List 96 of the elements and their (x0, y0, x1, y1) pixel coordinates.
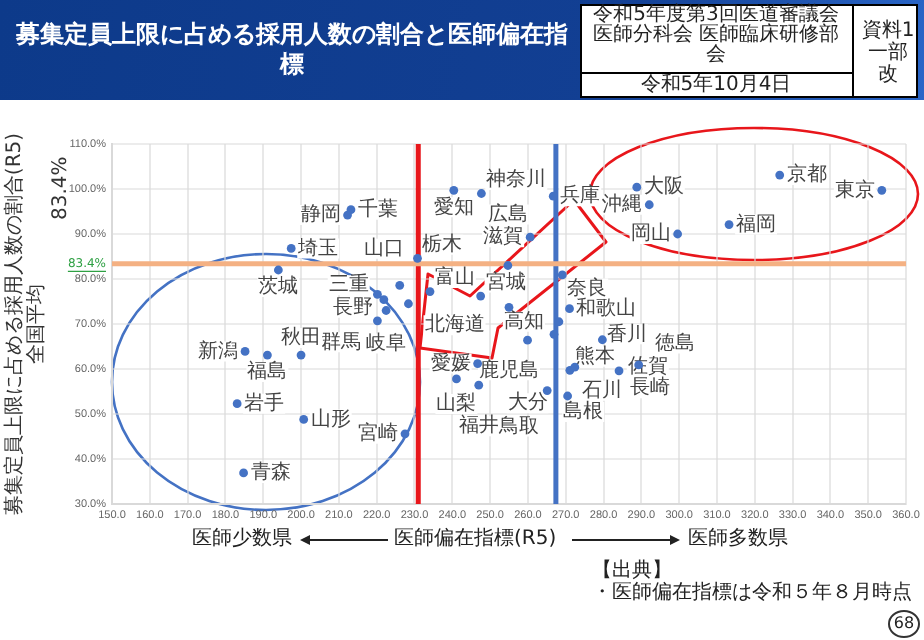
point (503, 261, 513, 270)
annotation: 静岡 (300, 202, 341, 227)
annotation: 大分 (507, 390, 548, 415)
annotation: 富山 (434, 265, 475, 290)
text: 資料1 一部改 (860, 20, 916, 86)
point (379, 295, 389, 305)
text: 医師多数県 (688, 528, 788, 550)
annotation: 宮城 (485, 269, 526, 294)
annotation: 栃木 (422, 231, 463, 256)
point (549, 329, 559, 339)
annotation: 福岡 (736, 211, 777, 236)
point (523, 335, 532, 345)
annotation: 茨城 (258, 274, 299, 299)
point (373, 289, 382, 299)
annotation: 福井 (458, 413, 499, 438)
point (343, 210, 352, 220)
text: 68 (888, 610, 920, 638)
point (557, 270, 567, 280)
annotation: 山梨 (436, 391, 477, 416)
annotation: 香川 (606, 321, 647, 346)
point (404, 299, 413, 309)
point (877, 185, 887, 195)
annotation: 北海道 (424, 312, 485, 337)
point (565, 304, 574, 314)
annotation: 秋田 (281, 325, 322, 350)
annotation: 東京 (834, 177, 875, 202)
annotation: 京都 (786, 162, 827, 187)
point (563, 391, 573, 401)
annotation: 徳島 (654, 330, 695, 355)
annotation: 熊本 (574, 344, 615, 369)
point (452, 374, 461, 384)
annotation: 三重 (328, 272, 369, 297)
text: 83.4% (50, 156, 72, 220)
point (232, 399, 242, 409)
point (299, 415, 309, 424)
annotation: 山形 (310, 406, 351, 431)
y-axis-title: 募集定員上限に占める採用人数の割合(R5) 全国平均 (4, 130, 48, 520)
text: 令和5年10月4日 (638, 74, 794, 96)
text: ・医師偏在指標は令和５年８月時点 (592, 582, 912, 604)
text: 【出典】 (592, 560, 672, 582)
annotation: 和歌山 (576, 295, 637, 320)
annotation: 群馬 (321, 329, 362, 354)
point (296, 350, 306, 360)
point (240, 347, 250, 356)
annotation: 埼玉 (296, 235, 339, 260)
point (413, 253, 422, 263)
annotation: 岡山 (630, 221, 671, 246)
point (273, 265, 283, 275)
annotation: 石川 (582, 377, 623, 402)
annotation: 奈良 (567, 275, 608, 300)
point (263, 350, 272, 360)
annotation: 福島 (247, 359, 288, 384)
point (614, 366, 624, 376)
point (286, 244, 296, 253)
annotation: 千葉 (357, 196, 398, 221)
annotation: 愛知 (433, 194, 474, 219)
point (597, 335, 607, 345)
annotation: 岐阜 (366, 330, 407, 355)
annotation: 宮崎 (358, 420, 399, 445)
annotation: 山口 (363, 235, 404, 260)
annotation: 島根 (563, 399, 604, 424)
annotation: 兵庫 (560, 183, 601, 208)
point (395, 280, 405, 290)
annotation: 沖縄 (602, 191, 643, 216)
x-axis-title: 医師偏在指標(R5) (394, 528, 557, 552)
annotation: 長野 (332, 296, 373, 319)
annotation: 長崎 (629, 375, 670, 400)
point (477, 189, 486, 198)
point (673, 229, 683, 239)
point (724, 220, 734, 229)
point (381, 306, 391, 315)
point (400, 429, 410, 439)
annotation: 岩手 (244, 390, 285, 415)
point (525, 232, 535, 242)
annotation: 滋賀 (483, 224, 524, 249)
point (474, 380, 484, 390)
point (373, 316, 382, 326)
point (775, 170, 785, 180)
annotation: 大阪 (643, 174, 684, 199)
annotation: 広島 (487, 201, 528, 226)
annotation: 青森 (250, 460, 291, 485)
point (449, 185, 459, 195)
point (644, 200, 654, 210)
point (476, 291, 486, 301)
text: 令和5年度第3回医道審議会医師分科会 医師臨床研修部会 (590, 4, 842, 66)
point (239, 468, 248, 478)
text: 医師少数県 (192, 528, 292, 550)
point (632, 182, 642, 192)
annotation: 鹿児島 (479, 357, 539, 382)
annotation: 高知 (503, 308, 544, 333)
annotation: 新潟 (198, 338, 239, 363)
point (425, 287, 435, 296)
chart-title: 募集定員上限に占める採用人数の割合と医師偏在指標 (14, 20, 570, 80)
annotation: 神奈川 (486, 167, 547, 192)
annotation: 愛媛 (430, 350, 471, 375)
annotation: 鳥取 (496, 413, 539, 438)
